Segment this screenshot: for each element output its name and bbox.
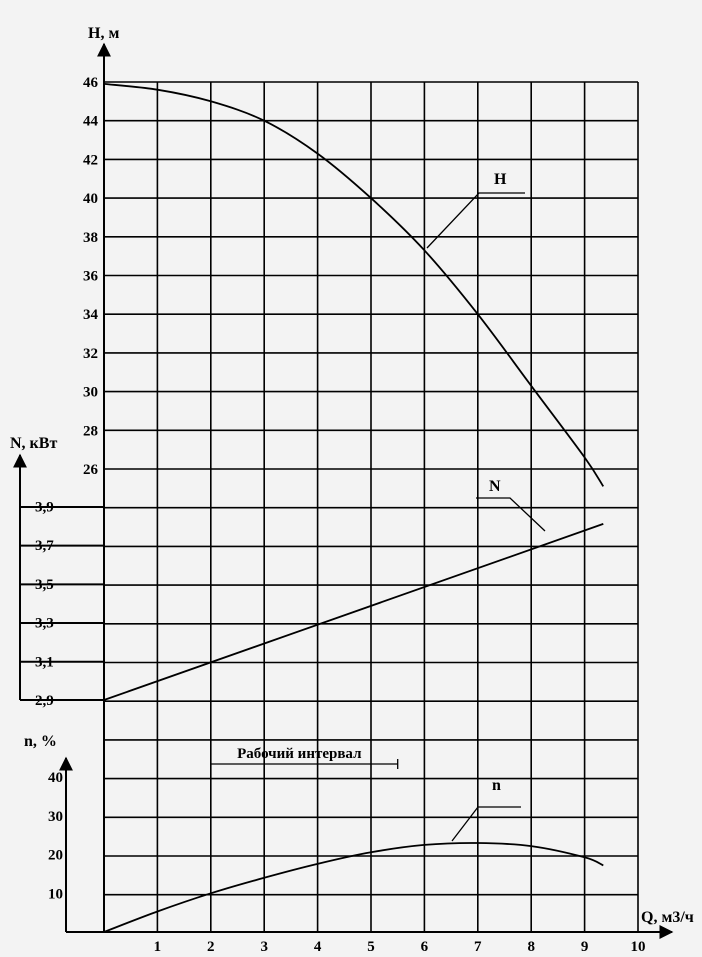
h-tick-label: 46	[83, 75, 99, 91]
efficiency-series-leader	[451, 806, 521, 842]
x-tick-label: 3	[260, 939, 268, 955]
efficiency-tick-label: 20	[48, 848, 63, 864]
x-tick-label: 2	[207, 939, 215, 955]
x-tick-label: 1	[154, 939, 162, 955]
x-tick-label: 8	[527, 939, 535, 955]
h-tick-label: 26	[83, 462, 99, 478]
n-power-curve	[103, 523, 604, 701]
labels: H, м N, кВт n, % Q, м3/ч H Nn Рабочий интервал	[10, 25, 694, 926]
h-curve	[103, 83, 605, 487]
efficiency-tick-labels: 40 30 20 10	[48, 770, 63, 902]
n-power-axis-label: N, кВт	[10, 435, 57, 452]
h-tick-label: 38	[83, 230, 98, 246]
n-power-series-leader	[476, 497, 546, 532]
x-tick-labels: 1 2 3 4 5 6 7 8 9 10	[154, 939, 646, 955]
working-interval-label: Рабочий интервал	[237, 746, 362, 762]
efficiency-series-label: n	[492, 777, 501, 794]
n-power-tick-label: 3,5	[35, 577, 54, 593]
efficiency-tick-label: 40	[48, 770, 63, 786]
x-tick-label: 5	[367, 939, 375, 955]
x-tick-label: 7	[474, 939, 482, 955]
efficiency-tick-label: 30	[48, 809, 63, 825]
h-tick-label: 36	[83, 269, 99, 285]
x-tick-label: 6	[421, 939, 429, 955]
q-axis-label: Q, м3/ч	[641, 909, 694, 926]
grid	[104, 81, 639, 932]
n-power-tick-label: 3,9	[35, 500, 54, 516]
curves	[103, 83, 605, 933]
h-tick-label: 32	[83, 346, 98, 362]
n-power-tick-label: 3,1	[35, 654, 54, 670]
h-series-label: H	[494, 171, 507, 188]
h-tick-label: 42	[83, 152, 98, 168]
h-series-leader	[426, 192, 525, 249]
n-power-tick-label: 2,9	[35, 693, 54, 709]
x-tick-label: 4	[314, 939, 322, 955]
h-tick-label: 28	[83, 423, 98, 439]
n-power-tick-labels: 3,9 3,7 3,5 3,3 3,1 2,9	[35, 500, 54, 710]
h-tick-label: 30	[83, 385, 98, 401]
efficiency-tick-label: 10	[48, 886, 63, 902]
n-power-series-label: N	[489, 478, 501, 495]
x-tick-label: 10	[631, 939, 646, 955]
h-axis-label: H, м	[88, 25, 119, 42]
n-power-tick-label: 3,3	[35, 616, 54, 632]
h-tick-labels: 46 44 42 40 38 36 34 32 30 28 26	[83, 75, 99, 478]
efficiency-curve	[103, 842, 604, 933]
efficiency-axis-label: n, %	[24, 733, 57, 750]
axes	[13, 42, 674, 939]
x-tick-label: 9	[581, 939, 589, 955]
h-tick-label: 44	[83, 114, 99, 130]
h-tick-label: 40	[83, 191, 98, 207]
n-power-tick-label: 3,7	[35, 538, 54, 554]
h-tick-label: 34	[83, 307, 99, 323]
